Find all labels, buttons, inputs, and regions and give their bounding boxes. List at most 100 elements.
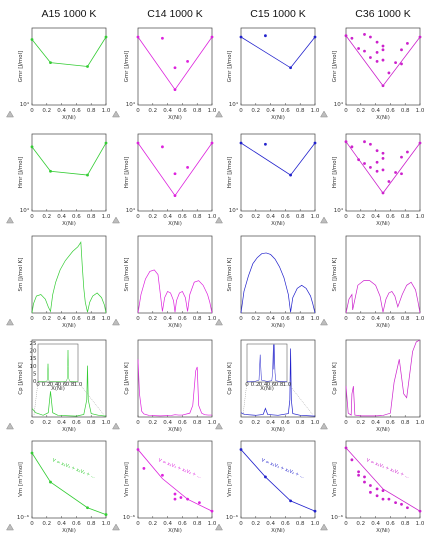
inset-y-tick-label: 5	[33, 371, 37, 377]
x-tick-label: 0	[30, 420, 34, 426]
plot-frame	[240, 235, 316, 314]
x-axis-label: X(Ni)	[271, 221, 285, 227]
panel-gmr: 0 0.2 0.4 0.6 0.8 1.0 X(Ni) Gmr [J/mol] 10⁴	[215, 27, 320, 121]
inset-x-tick-label: 0.8	[275, 382, 284, 388]
data-point	[173, 194, 177, 198]
x-axis-label: X(Ni)	[271, 323, 285, 329]
x-tick-label: 0.8	[401, 521, 410, 527]
y-axis-label: Vm [m³/mol]	[17, 462, 24, 497]
x-axis-label: X(Ni)	[376, 221, 390, 227]
x-tick-label: 1.0	[208, 316, 217, 322]
x-tick-label: 0.4	[371, 420, 380, 426]
panel-cp: 0 0.2 0.4 0.6 0.8 1.0X(Ni)Cp [J/mol K]	[320, 339, 425, 433]
x-tick-label: 0.4	[163, 316, 172, 322]
inset-x-tick-label: 0.4	[259, 382, 268, 388]
inset-connector	[33, 381, 39, 416]
x-tick-label: 0.6	[72, 316, 81, 322]
data-point	[387, 497, 391, 501]
panel-hmr: 0 0.2 0.4 0.6 0.8 1.0 X(Ni) Hmr [J/mol] 10⁴	[320, 133, 425, 227]
plot-frame	[31, 27, 107, 106]
x-tick-label: 0.4	[57, 521, 66, 527]
x-tick-label: 0.6	[178, 420, 187, 426]
y-axis-label: Vm [m³/mol]	[331, 462, 338, 497]
data-point	[406, 506, 409, 510]
x-tick-label: 0.6	[178, 108, 187, 114]
x-tick-label: 0.2	[148, 420, 157, 426]
warning-triangle-icon	[320, 422, 328, 430]
y-exponent-label: 10⁴	[334, 207, 344, 214]
data-point	[289, 66, 292, 70]
x-axis-label: X(Ni)	[376, 323, 390, 329]
warning-triangle-icon	[215, 422, 223, 430]
data-point	[375, 59, 379, 63]
panel-hmr: 0 0.2 0.4 0.6 0.8 1.0 X(Ni) Hmr [J/mol] 10⁴	[6, 133, 111, 227]
x-tick-label: 0.4	[371, 316, 380, 322]
data-point	[400, 155, 403, 159]
data-point	[381, 44, 385, 48]
x-tick-label: 0.2	[251, 316, 260, 322]
y-axis-label: Hmr [J/mol]	[227, 157, 233, 189]
y-axis-label: Gmr [J/mol]	[332, 51, 338, 83]
plot-frame	[240, 440, 316, 519]
data-point	[381, 48, 385, 52]
data-point	[186, 497, 189, 501]
panel-cp: 0 0.2 0.4 0.6 0.8 1.0X(Ni)Cp [J/mol K]	[215, 339, 320, 433]
data-point	[363, 162, 366, 165]
plot-frame	[31, 440, 107, 519]
inset-x-label: X(Ni)	[260, 386, 274, 392]
data-point	[173, 172, 177, 176]
x-tick-label: 1.0	[208, 214, 217, 220]
inset-series-line	[246, 344, 288, 382]
x-tick-label: 0.8	[296, 108, 305, 114]
x-tick-label: 0	[344, 108, 348, 114]
data-point	[289, 499, 292, 503]
x-tick-label: 0.6	[178, 316, 187, 322]
x-tick-label: 0.6	[281, 108, 290, 114]
data-point	[418, 35, 422, 39]
x-tick-label: 0.8	[193, 521, 202, 527]
inset-x-tick-label: 0	[36, 382, 40, 388]
data-point	[30, 145, 34, 149]
data-point	[394, 501, 397, 504]
data-point	[381, 191, 385, 195]
y-axis-label: Vm [m³/mol]	[123, 462, 130, 497]
x-tick-label: 0.8	[87, 521, 96, 527]
series-line	[31, 241, 107, 314]
x-axis-label: X(Ni)	[168, 323, 182, 329]
x-tick-label: 0.6	[281, 214, 290, 220]
warning-triangle-icon	[6, 216, 14, 224]
inset-x-label: X(Ni)	[51, 386, 65, 392]
x-tick-label: 0.6	[72, 108, 81, 114]
x-tick-label: 0.8	[401, 108, 410, 114]
data-point	[161, 145, 164, 149]
x-axis-label: X(Ni)	[62, 115, 76, 121]
data-point	[210, 509, 214, 513]
panel-gmr: 0 0.2 0.4 0.6 0.8 1.0 X(Ni) Gmr [J/mol] 10⁴	[320, 27, 425, 121]
data-point	[394, 61, 397, 65]
y-exponent-label: 10⁴	[20, 207, 30, 214]
data-point	[381, 168, 385, 172]
x-tick-label: 0	[239, 420, 243, 426]
data-point	[363, 475, 366, 479]
data-point	[394, 171, 397, 174]
y-exponent-label: 10⁴	[229, 207, 239, 214]
column-title: C36 1000 K	[355, 8, 410, 20]
inset-x-tick-label: 1.0	[74, 382, 83, 388]
data-point	[400, 48, 403, 52]
data-point	[30, 451, 34, 455]
x-tick-label: 0.6	[281, 316, 290, 322]
warning-triangle-icon	[215, 318, 223, 326]
x-tick-label: 0	[239, 108, 243, 114]
x-tick-label: 0.4	[163, 108, 172, 114]
x-tick-label: 1.0	[208, 521, 217, 527]
y-exponent-label: 10⁻⁶	[331, 514, 344, 521]
x-axis-label: X(Ni)	[168, 221, 182, 227]
data-point	[173, 66, 177, 70]
x-tick-label: 0.2	[356, 214, 365, 220]
x-tick-label: 0.4	[266, 316, 275, 322]
warning-triangle-icon	[320, 523, 328, 531]
plot-frame	[137, 27, 213, 106]
y-axis-label: Vm [m³/mol]	[226, 462, 233, 497]
series-line	[240, 449, 316, 512]
x-tick-label: 0.8	[193, 108, 202, 114]
